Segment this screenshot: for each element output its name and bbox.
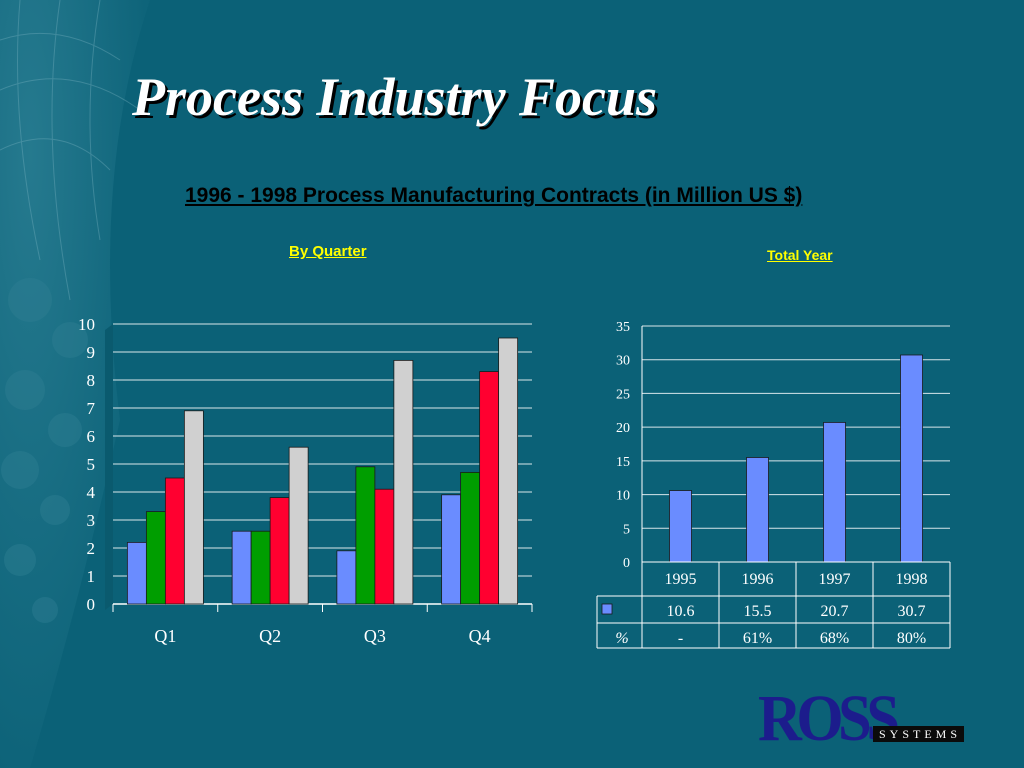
quarter-y-tick-label: 5 (87, 455, 96, 474)
quarter-chart-title: By Quarter (289, 243, 367, 260)
year-table-value: 30.7 (898, 603, 926, 620)
year-y-tick-label: 30 (616, 354, 630, 369)
year-y-tick-label: 20 (616, 421, 630, 436)
quarter-bar (288, 446, 309, 605)
quarter-bar (393, 359, 414, 605)
year-table-year: 1995 (665, 571, 697, 588)
slide-subtitle: 1996 - 1998 Process Manufacturing Contra… (185, 184, 803, 207)
quarter-y-tick-label: 0 (87, 595, 96, 614)
year-bar (823, 422, 846, 563)
year-table-value: 20.7 (821, 603, 849, 620)
year-bar (669, 490, 692, 563)
year-y-tick-label: 5 (623, 522, 630, 537)
quarter-y-tick-label: 8 (87, 371, 96, 390)
year-y-tick-label: 25 (616, 387, 630, 402)
year-table-year: 1996 (742, 571, 774, 588)
year-table-year: 1998 (896, 571, 928, 588)
quarter-y-tick-label: 7 (87, 399, 96, 418)
quarter-y-tick-label: 1 (87, 567, 96, 586)
quarter-x-tick-label: Q3 (364, 626, 386, 646)
year-y-tick-label: 0 (623, 556, 630, 571)
logo-systems-text: SYSTEMS (873, 726, 965, 742)
year-table-value: 10.6 (667, 603, 695, 620)
year-table-percent-label: % (615, 630, 628, 647)
year-bar (900, 354, 923, 563)
quarter-x-tick-label: Q4 (469, 626, 491, 646)
year-legend-swatch (601, 603, 613, 615)
quarter-bar (183, 410, 204, 605)
year-y-tick-label: 15 (616, 455, 630, 470)
slide-title: Process Industry Focus (132, 67, 658, 127)
logo-ross-text: ROSS (758, 682, 900, 755)
year-chart-title: Total Year (767, 247, 833, 263)
year-table-year: 1997 (819, 571, 851, 588)
quarter-chart-side-wall (105, 324, 113, 610)
year-table-percent: 80% (897, 630, 926, 647)
quarter-y-tick-label: 10 (78, 315, 95, 334)
quarter-x-tick-label: Q1 (154, 626, 176, 646)
ross-systems-logo: ROSS SYSTEMS (758, 686, 965, 752)
quarter-y-tick-label: 3 (87, 511, 96, 530)
year-table-percent: - (678, 630, 683, 647)
year-table-percent: 68% (820, 630, 849, 647)
quarter-bar (498, 337, 519, 605)
quarter-y-tick-label: 6 (87, 427, 96, 446)
year-table-value: 15.5 (744, 603, 772, 620)
year-table-percent: 61% (743, 630, 772, 647)
year-y-tick-label: 35 (616, 320, 630, 335)
quarter-y-tick-label: 9 (87, 343, 96, 362)
quarter-y-tick-label: 2 (87, 539, 96, 558)
quarter-x-tick-label: Q2 (259, 626, 281, 646)
quarter-y-tick-label: 4 (87, 483, 96, 502)
year-bar (746, 457, 769, 563)
year-y-tick-label: 10 (616, 489, 630, 504)
